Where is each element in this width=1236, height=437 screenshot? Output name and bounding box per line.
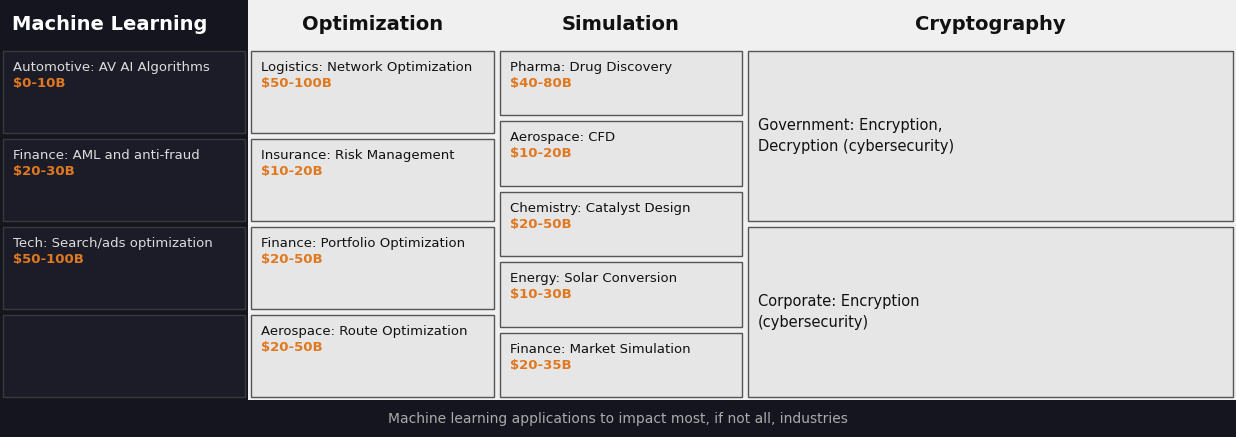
Bar: [251, 139, 494, 221]
Bar: [501, 121, 742, 186]
Bar: [501, 51, 742, 115]
Text: $50-100B: $50-100B: [261, 77, 332, 90]
Bar: [2, 315, 245, 397]
Text: Aerospace: Route Optimization: Aerospace: Route Optimization: [261, 325, 467, 338]
Bar: [748, 51, 1234, 221]
Text: Simulation: Simulation: [562, 14, 680, 34]
Text: Corporate: Encryption
(cybersecurity): Corporate: Encryption (cybersecurity): [758, 294, 920, 330]
Bar: [2, 139, 245, 221]
Text: $50-100B: $50-100B: [14, 253, 84, 266]
Bar: [497, 0, 745, 400]
Text: $20-50B: $20-50B: [261, 341, 323, 354]
Bar: [0, 400, 1236, 437]
Bar: [748, 227, 1234, 397]
Text: Aerospace: CFD: Aerospace: CFD: [510, 132, 616, 144]
Text: $10-20B: $10-20B: [261, 165, 323, 178]
Bar: [251, 51, 494, 133]
Text: Cryptography: Cryptography: [915, 14, 1065, 34]
Bar: [501, 333, 742, 397]
Text: Optimization: Optimization: [302, 14, 442, 34]
Text: $20-50B: $20-50B: [261, 253, 323, 266]
Bar: [745, 0, 1236, 400]
Text: $20-50B: $20-50B: [510, 218, 571, 231]
Text: Insurance: Risk Management: Insurance: Risk Management: [261, 149, 455, 162]
Bar: [501, 192, 742, 256]
Bar: [0, 0, 248, 400]
Text: Finance: AML and anti-fraud: Finance: AML and anti-fraud: [14, 149, 200, 162]
Text: $0-10B: $0-10B: [14, 77, 66, 90]
Text: $20-30B: $20-30B: [14, 165, 74, 178]
Bar: [251, 227, 494, 309]
Text: Automotive: AV AI Algorithms: Automotive: AV AI Algorithms: [14, 61, 210, 74]
Text: Energy: Solar Conversion: Energy: Solar Conversion: [510, 272, 677, 285]
Text: Machine learning applications to impact most, if not all, industries: Machine learning applications to impact …: [388, 412, 848, 426]
Bar: [2, 227, 245, 309]
Text: Tech: Search/ads optimization: Tech: Search/ads optimization: [14, 237, 213, 250]
Bar: [251, 315, 494, 397]
Text: Machine Learning: Machine Learning: [12, 14, 208, 34]
Text: $40-80B: $40-80B: [510, 77, 572, 90]
Text: $10-20B: $10-20B: [510, 147, 571, 160]
Bar: [2, 51, 245, 133]
Text: Pharma: Drug Discovery: Pharma: Drug Discovery: [510, 61, 672, 74]
Text: Finance: Market Simulation: Finance: Market Simulation: [510, 343, 691, 356]
Text: $20-35B: $20-35B: [510, 359, 571, 371]
Text: Chemistry: Catalyst Design: Chemistry: Catalyst Design: [510, 202, 691, 215]
Text: $10-30B: $10-30B: [510, 288, 572, 301]
Text: Logistics: Network Optimization: Logistics: Network Optimization: [261, 61, 472, 74]
Text: Government: Encryption,
Decryption (cybersecurity): Government: Encryption, Decryption (cybe…: [758, 118, 954, 154]
Text: Finance: Portfolio Optimization: Finance: Portfolio Optimization: [261, 237, 465, 250]
Bar: [501, 262, 742, 326]
Bar: [248, 0, 497, 400]
